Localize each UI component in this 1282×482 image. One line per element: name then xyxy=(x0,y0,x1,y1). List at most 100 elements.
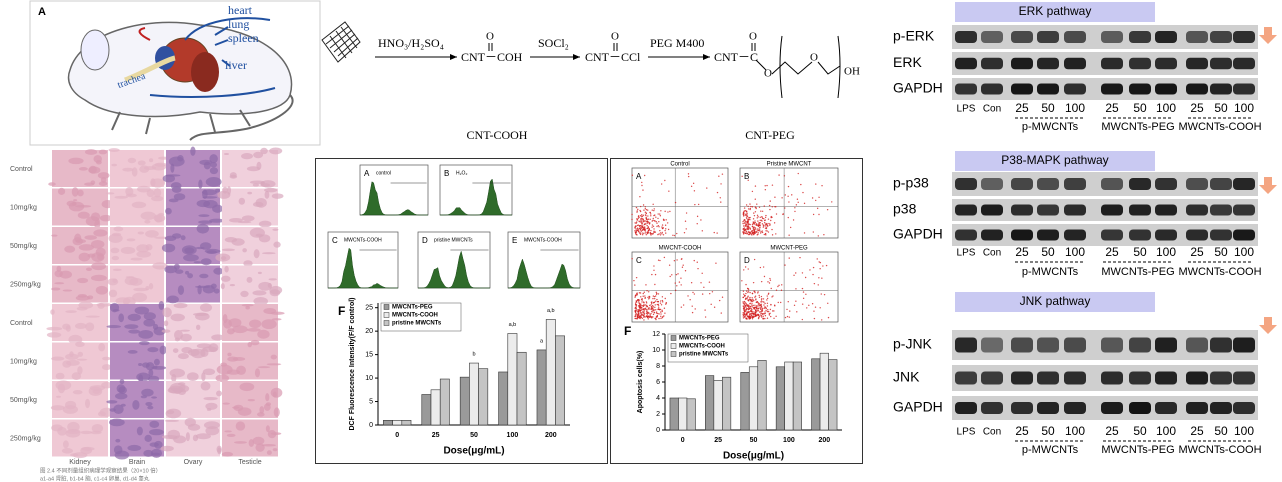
event-dot xyxy=(742,215,745,217)
event-dot xyxy=(757,228,759,230)
event-dot xyxy=(641,299,643,301)
event-dot xyxy=(819,268,821,270)
event-dot xyxy=(684,220,687,222)
group-label: MWCNTs-PEG xyxy=(1101,121,1174,133)
event-dot xyxy=(743,313,746,316)
tissue-texture xyxy=(237,407,252,416)
event-dot xyxy=(639,228,641,230)
event-dot xyxy=(635,233,637,235)
reagent: SOCl₂ xyxy=(538,36,569,50)
event-dot xyxy=(639,229,642,231)
event-dot xyxy=(812,273,814,276)
event-dot xyxy=(650,215,652,217)
tissue-texture xyxy=(76,358,88,361)
tissue-texture xyxy=(177,353,189,360)
tissue-texture xyxy=(56,395,61,398)
event-dot xyxy=(758,307,760,310)
event-dot xyxy=(757,225,760,228)
tissue-texture xyxy=(149,158,154,163)
event-dot xyxy=(771,234,774,236)
event-dot xyxy=(801,272,804,274)
y-tick-label: 5 xyxy=(369,398,373,405)
event-dot xyxy=(644,296,646,299)
event-dot xyxy=(748,217,750,219)
event-dot xyxy=(647,221,650,223)
tissue-texture xyxy=(273,241,281,248)
event-dot xyxy=(750,300,753,302)
tissue-texture xyxy=(180,329,190,332)
event-dot xyxy=(660,311,662,313)
legend-frame xyxy=(667,333,749,363)
event-dot xyxy=(766,184,768,187)
event-dot xyxy=(716,232,718,234)
tissue-texture xyxy=(267,430,277,439)
tissue-texture xyxy=(84,235,97,240)
event-dot xyxy=(643,209,645,211)
tissue-texture xyxy=(177,285,185,295)
tissue-texture xyxy=(224,265,229,273)
event-dot xyxy=(756,313,758,316)
event-dot xyxy=(770,219,772,222)
event-dot xyxy=(761,220,763,222)
event-dot xyxy=(767,309,769,311)
tissue-texture xyxy=(180,235,186,241)
event-dot xyxy=(760,280,763,283)
blot-band xyxy=(1101,337,1123,353)
event-dot xyxy=(797,201,799,204)
tissue-texture xyxy=(127,157,137,164)
event-dot xyxy=(744,225,746,227)
event-dot xyxy=(653,220,656,222)
event-dot xyxy=(651,233,654,235)
tissue-texture xyxy=(75,239,86,244)
event-dot xyxy=(636,210,638,212)
tissue-texture xyxy=(118,313,125,323)
event-dot xyxy=(753,226,755,228)
event-dot xyxy=(761,316,763,318)
event-dot xyxy=(635,300,637,302)
event-dot xyxy=(768,282,771,284)
event-dot xyxy=(652,302,655,304)
event-dot xyxy=(638,301,640,303)
tissue-texture xyxy=(165,408,182,419)
tissue-texture xyxy=(264,190,270,199)
event-dot xyxy=(786,315,789,318)
event-dot xyxy=(651,209,653,211)
event-dot xyxy=(787,185,790,188)
event-dot xyxy=(635,228,637,230)
event-dot xyxy=(634,310,637,313)
event-dot xyxy=(639,292,642,294)
event-dot xyxy=(658,233,660,235)
histogram-curve xyxy=(359,181,428,216)
event-dot xyxy=(642,305,644,307)
event-dot xyxy=(769,223,771,225)
panel-letter: F xyxy=(624,324,631,338)
lane-label: 100 xyxy=(1234,424,1254,438)
event-dot xyxy=(651,220,653,222)
event-dot xyxy=(643,232,645,235)
tissue-texture xyxy=(110,247,120,254)
lane-label: 25 xyxy=(1105,424,1119,438)
event-dot xyxy=(660,317,662,320)
event-dot xyxy=(747,219,749,221)
lane-label: LPS xyxy=(957,427,976,438)
tissue-texture xyxy=(133,287,149,292)
event-dot xyxy=(749,218,751,221)
lane-label: 50 xyxy=(1133,101,1147,115)
tissue-texture xyxy=(173,263,180,270)
lane-label: Con xyxy=(983,248,1001,259)
event-dot xyxy=(767,231,770,233)
event-dot xyxy=(696,223,698,225)
tissue-texture xyxy=(271,318,282,321)
event-dot xyxy=(661,316,664,319)
blot-band xyxy=(1011,57,1033,70)
tissue-texture xyxy=(138,329,154,339)
tissue-texture xyxy=(187,273,194,279)
event-dot xyxy=(751,305,753,307)
bar xyxy=(784,361,794,431)
organ-label: liver xyxy=(225,58,247,72)
event-dot xyxy=(637,298,640,301)
tissue-texture xyxy=(126,238,136,242)
event-dot xyxy=(771,228,773,231)
event-dot xyxy=(651,316,653,318)
event-dot xyxy=(751,206,754,208)
